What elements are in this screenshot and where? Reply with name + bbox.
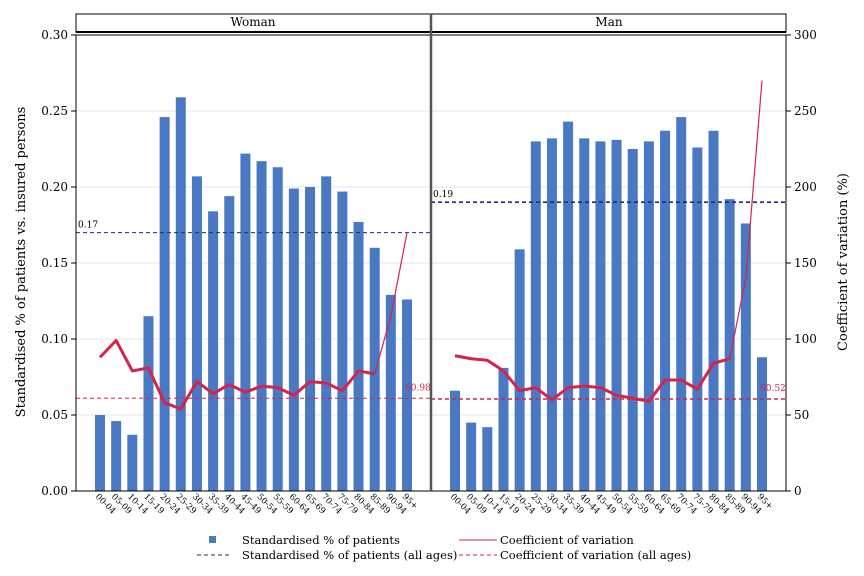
bar-man (514, 249, 525, 491)
y-right-tick-label: 50 (794, 408, 809, 422)
bar-woman (288, 188, 299, 491)
y-left-tick-label: 0.25 (41, 104, 68, 118)
legend-bar-marker (209, 536, 216, 543)
y-left-tick-label: 0.20 (41, 180, 68, 194)
reference-lines-layer: 0.17 60.98 0.19 60.52 (76, 190, 786, 400)
y-right-tick-label: 250 (794, 104, 817, 118)
bar-woman (191, 176, 202, 492)
bar-woman (95, 415, 105, 491)
bar-woman (256, 161, 267, 491)
bar-woman (159, 117, 170, 491)
bar-man (579, 138, 590, 492)
cv-line-man (454, 354, 731, 403)
cv-line-tail-woman (374, 232, 408, 375)
y-left-axis-title: Standardised % of patients vs. insured p… (14, 107, 29, 418)
panel-title-man: Man (595, 15, 622, 29)
bar-man (627, 149, 638, 491)
bar-woman (305, 187, 316, 491)
bar-woman (111, 421, 122, 491)
ref-label-pct-woman: 0.17 (78, 221, 98, 231)
bar-man (757, 357, 767, 491)
bar-woman (175, 97, 186, 491)
legend-label-pct: Standardised % of patients (242, 533, 400, 547)
panel-title-woman: Woman (230, 15, 275, 29)
cv-line-woman (98, 339, 375, 411)
bar-man (740, 223, 751, 492)
bar-man (482, 427, 493, 491)
y-left-tick-label: 0.05 (41, 408, 68, 422)
bar-man (708, 130, 719, 491)
bar-man (660, 130, 671, 491)
bar-woman (369, 247, 380, 491)
legend-label-cv: Coefficient of variation (500, 533, 634, 547)
y-right-tick-label: 0 (794, 484, 802, 498)
bar-man (450, 390, 460, 491)
cv-line-tail-man (729, 80, 763, 359)
bar-man (724, 199, 735, 491)
cv-lines-layer (98, 80, 763, 411)
y-right-tick-label: 200 (794, 180, 817, 194)
bar-man (692, 147, 703, 492)
bar-woman (385, 294, 396, 491)
y-left-tick-label: 0.10 (41, 332, 68, 346)
bar-woman (353, 221, 364, 491)
bars-layer (95, 97, 767, 492)
ref-label-pct-man: 0.19 (433, 190, 453, 200)
y-left-tick-label: 0.15 (41, 256, 68, 270)
bar-woman (402, 299, 412, 491)
y-right-tick-label: 100 (794, 332, 817, 346)
bar-man (498, 367, 509, 491)
y-right-tick-label: 150 (794, 256, 817, 270)
bar-woman (321, 176, 332, 492)
y-left-tick-label: 0.00 (41, 484, 68, 498)
y-right-tick-label: 300 (794, 28, 817, 42)
bar-man (595, 141, 606, 491)
legend-label-ref-pct: Standardised % of patients (all ages) (242, 548, 457, 562)
bar-woman (337, 191, 348, 491)
legend: Standardised % of patients Coefficient o… (197, 533, 691, 562)
bar-woman (127, 434, 138, 491)
bar-woman (224, 196, 235, 491)
bar-woman (240, 153, 251, 491)
bar-man (676, 117, 687, 491)
bar-man (563, 121, 574, 491)
bar-woman (272, 167, 283, 492)
ref-label-cv-woman: 60.98 (405, 383, 431, 393)
bar-woman (208, 211, 219, 491)
bar-man (466, 422, 477, 491)
bar-man (611, 139, 622, 491)
bar-man (643, 141, 654, 491)
bar-man (546, 138, 557, 492)
y-right-axis-title: Coefficient of variation (%) (836, 173, 851, 351)
bar-woman (143, 316, 154, 491)
legend-label-ref-cv: Coefficient of variation (all ages) (500, 548, 691, 562)
bar-man (530, 141, 541, 491)
y-left-tick-label: 0.30 (41, 28, 68, 42)
ref-label-cv-man: 60.52 (760, 384, 786, 394)
